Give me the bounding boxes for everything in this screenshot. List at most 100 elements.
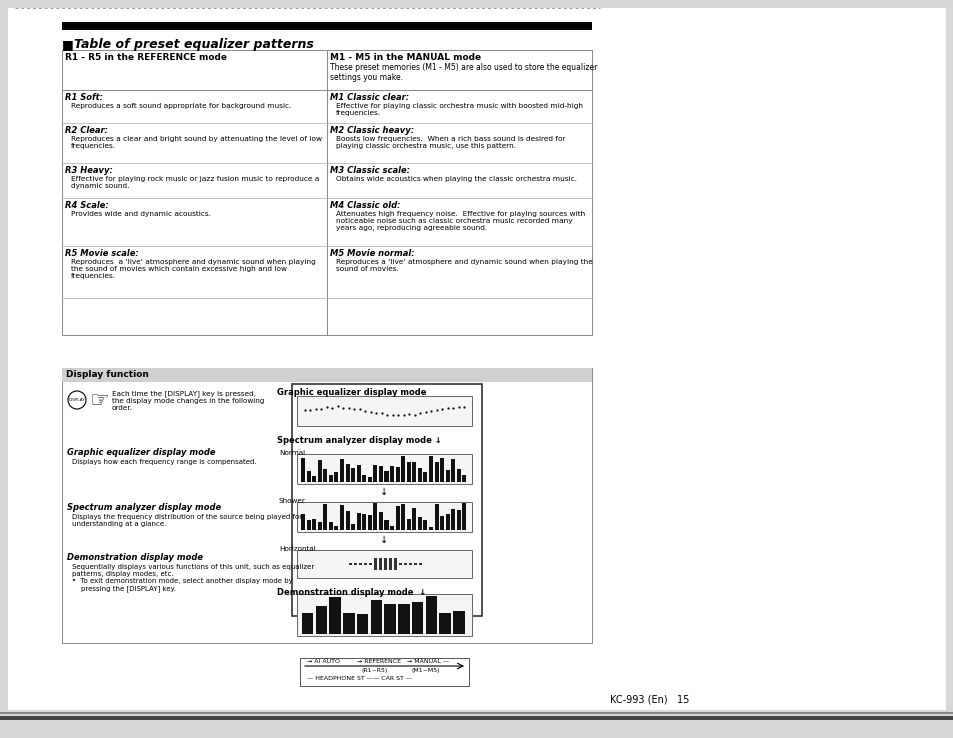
Text: → AI AUTO: → AI AUTO [307, 659, 339, 664]
Bar [378, 466, 382, 482]
Text: Each time the [DISPLAY] key is pressed,
the display mode changes in the followin: Each time the [DISPLAY] key is pressed, … [112, 390, 264, 411]
Bar [329, 597, 340, 634]
Bar [439, 613, 451, 634]
Bar [62, 368, 592, 382]
Text: Horizontal: Horizontal [278, 546, 315, 552]
Bar [451, 459, 455, 482]
Bar [369, 563, 372, 565]
Bar [306, 471, 311, 482]
Bar [301, 514, 305, 530]
Text: R5 Movie scale:: R5 Movie scale: [65, 249, 138, 258]
Bar [345, 511, 349, 530]
Bar [373, 465, 377, 482]
Bar [351, 524, 355, 530]
Bar [364, 563, 367, 565]
Bar [379, 563, 382, 565]
Bar [401, 504, 405, 530]
Text: M5 Movie normal:: M5 Movie normal: [330, 249, 415, 258]
Bar [317, 522, 321, 530]
Bar [379, 558, 382, 570]
Text: Demonstration display mode  ↓: Demonstration display mode ↓ [276, 588, 426, 597]
Bar [389, 563, 392, 565]
Bar [423, 520, 427, 530]
Text: M4 Classic old:: M4 Classic old: [330, 201, 400, 210]
Bar [368, 515, 372, 530]
Text: → REFERENCE: → REFERENCE [356, 659, 400, 664]
Text: Shower: Shower [278, 498, 306, 504]
Bar [401, 456, 405, 482]
Text: M1 - M5 in the MANUAL mode: M1 - M5 in the MANUAL mode [330, 53, 480, 62]
Bar [456, 469, 460, 482]
Bar [368, 477, 372, 482]
Bar [373, 503, 377, 530]
Text: Attenuates high frequency noise.  Effective for playing sources with
noticeable : Attenuates high frequency noise. Effecti… [335, 211, 584, 231]
Bar [296, 502, 472, 532]
Bar [395, 563, 397, 565]
Bar [371, 600, 381, 634]
Bar [412, 508, 416, 530]
Bar [384, 563, 387, 565]
Bar [339, 505, 344, 530]
Bar [390, 466, 394, 482]
Bar [323, 504, 327, 530]
Bar [296, 454, 472, 484]
Text: R1 - R5 in the REFERENCE mode: R1 - R5 in the REFERENCE mode [65, 53, 227, 62]
Bar [355, 563, 357, 565]
Bar [302, 613, 313, 634]
Bar [317, 460, 321, 482]
Text: DISPLAY: DISPLAY [69, 398, 85, 402]
Text: ■: ■ [62, 38, 73, 51]
Bar [0, 716, 953, 720]
Text: Effective for playing rock music or jazz fusion music to reproduce a
dynamic sou: Effective for playing rock music or jazz… [71, 176, 319, 189]
Text: Reproduces  a 'live' atmosphere and dynamic sound when playing
the sound of movi: Reproduces a 'live' atmosphere and dynam… [71, 259, 315, 279]
Bar [312, 476, 315, 482]
Text: ↓: ↓ [380, 535, 388, 545]
Bar [351, 468, 355, 482]
Bar [312, 519, 315, 530]
Bar [412, 462, 416, 482]
Bar [414, 563, 417, 565]
Bar [0, 712, 953, 714]
Bar [409, 563, 412, 565]
Bar [456, 510, 460, 530]
Bar [406, 519, 411, 530]
Bar [345, 464, 349, 482]
Bar [425, 596, 436, 634]
Text: Spectrum analyzer display mode ↓: Spectrum analyzer display mode ↓ [276, 436, 441, 445]
Bar [429, 527, 433, 530]
Bar [412, 602, 423, 634]
Bar [417, 517, 421, 530]
Text: Reproduces a 'live' atmosphere and dynamic sound when playing the
sound of movie: Reproduces a 'live' atmosphere and dynam… [335, 259, 592, 272]
Text: M1 Classic clear:: M1 Classic clear: [330, 93, 409, 102]
Text: Reproduces a clear and bright sound by attenuating the level of low
frequencies.: Reproduces a clear and bright sound by a… [71, 136, 322, 149]
Bar [335, 472, 338, 482]
Bar [343, 613, 355, 634]
Bar [323, 469, 327, 482]
Bar [417, 468, 421, 482]
Bar [439, 458, 444, 482]
Bar [406, 462, 411, 482]
Bar [329, 522, 333, 530]
Bar [462, 475, 466, 482]
Bar [306, 520, 311, 530]
Text: M3 Classic scale:: M3 Classic scale: [330, 166, 410, 175]
Bar [384, 604, 395, 634]
Bar [301, 458, 305, 482]
Bar [445, 470, 449, 482]
Text: Obtains wide acoustics when playing the classic orchestra music.: Obtains wide acoustics when playing the … [335, 176, 577, 182]
Bar [390, 526, 394, 530]
Bar [395, 558, 397, 570]
Text: Graphic equalizer display mode: Graphic equalizer display mode [67, 448, 215, 457]
Text: R2 Clear:: R2 Clear: [65, 126, 108, 135]
Bar [389, 558, 392, 570]
Text: (M1~M5): (M1~M5) [412, 668, 440, 673]
Bar [384, 558, 387, 570]
Bar [335, 526, 338, 530]
Bar [315, 606, 327, 634]
Bar [453, 611, 464, 634]
Text: ↓: ↓ [380, 487, 388, 497]
Bar [462, 503, 466, 530]
Bar [296, 396, 472, 426]
Bar [292, 384, 481, 616]
Bar [375, 558, 377, 570]
